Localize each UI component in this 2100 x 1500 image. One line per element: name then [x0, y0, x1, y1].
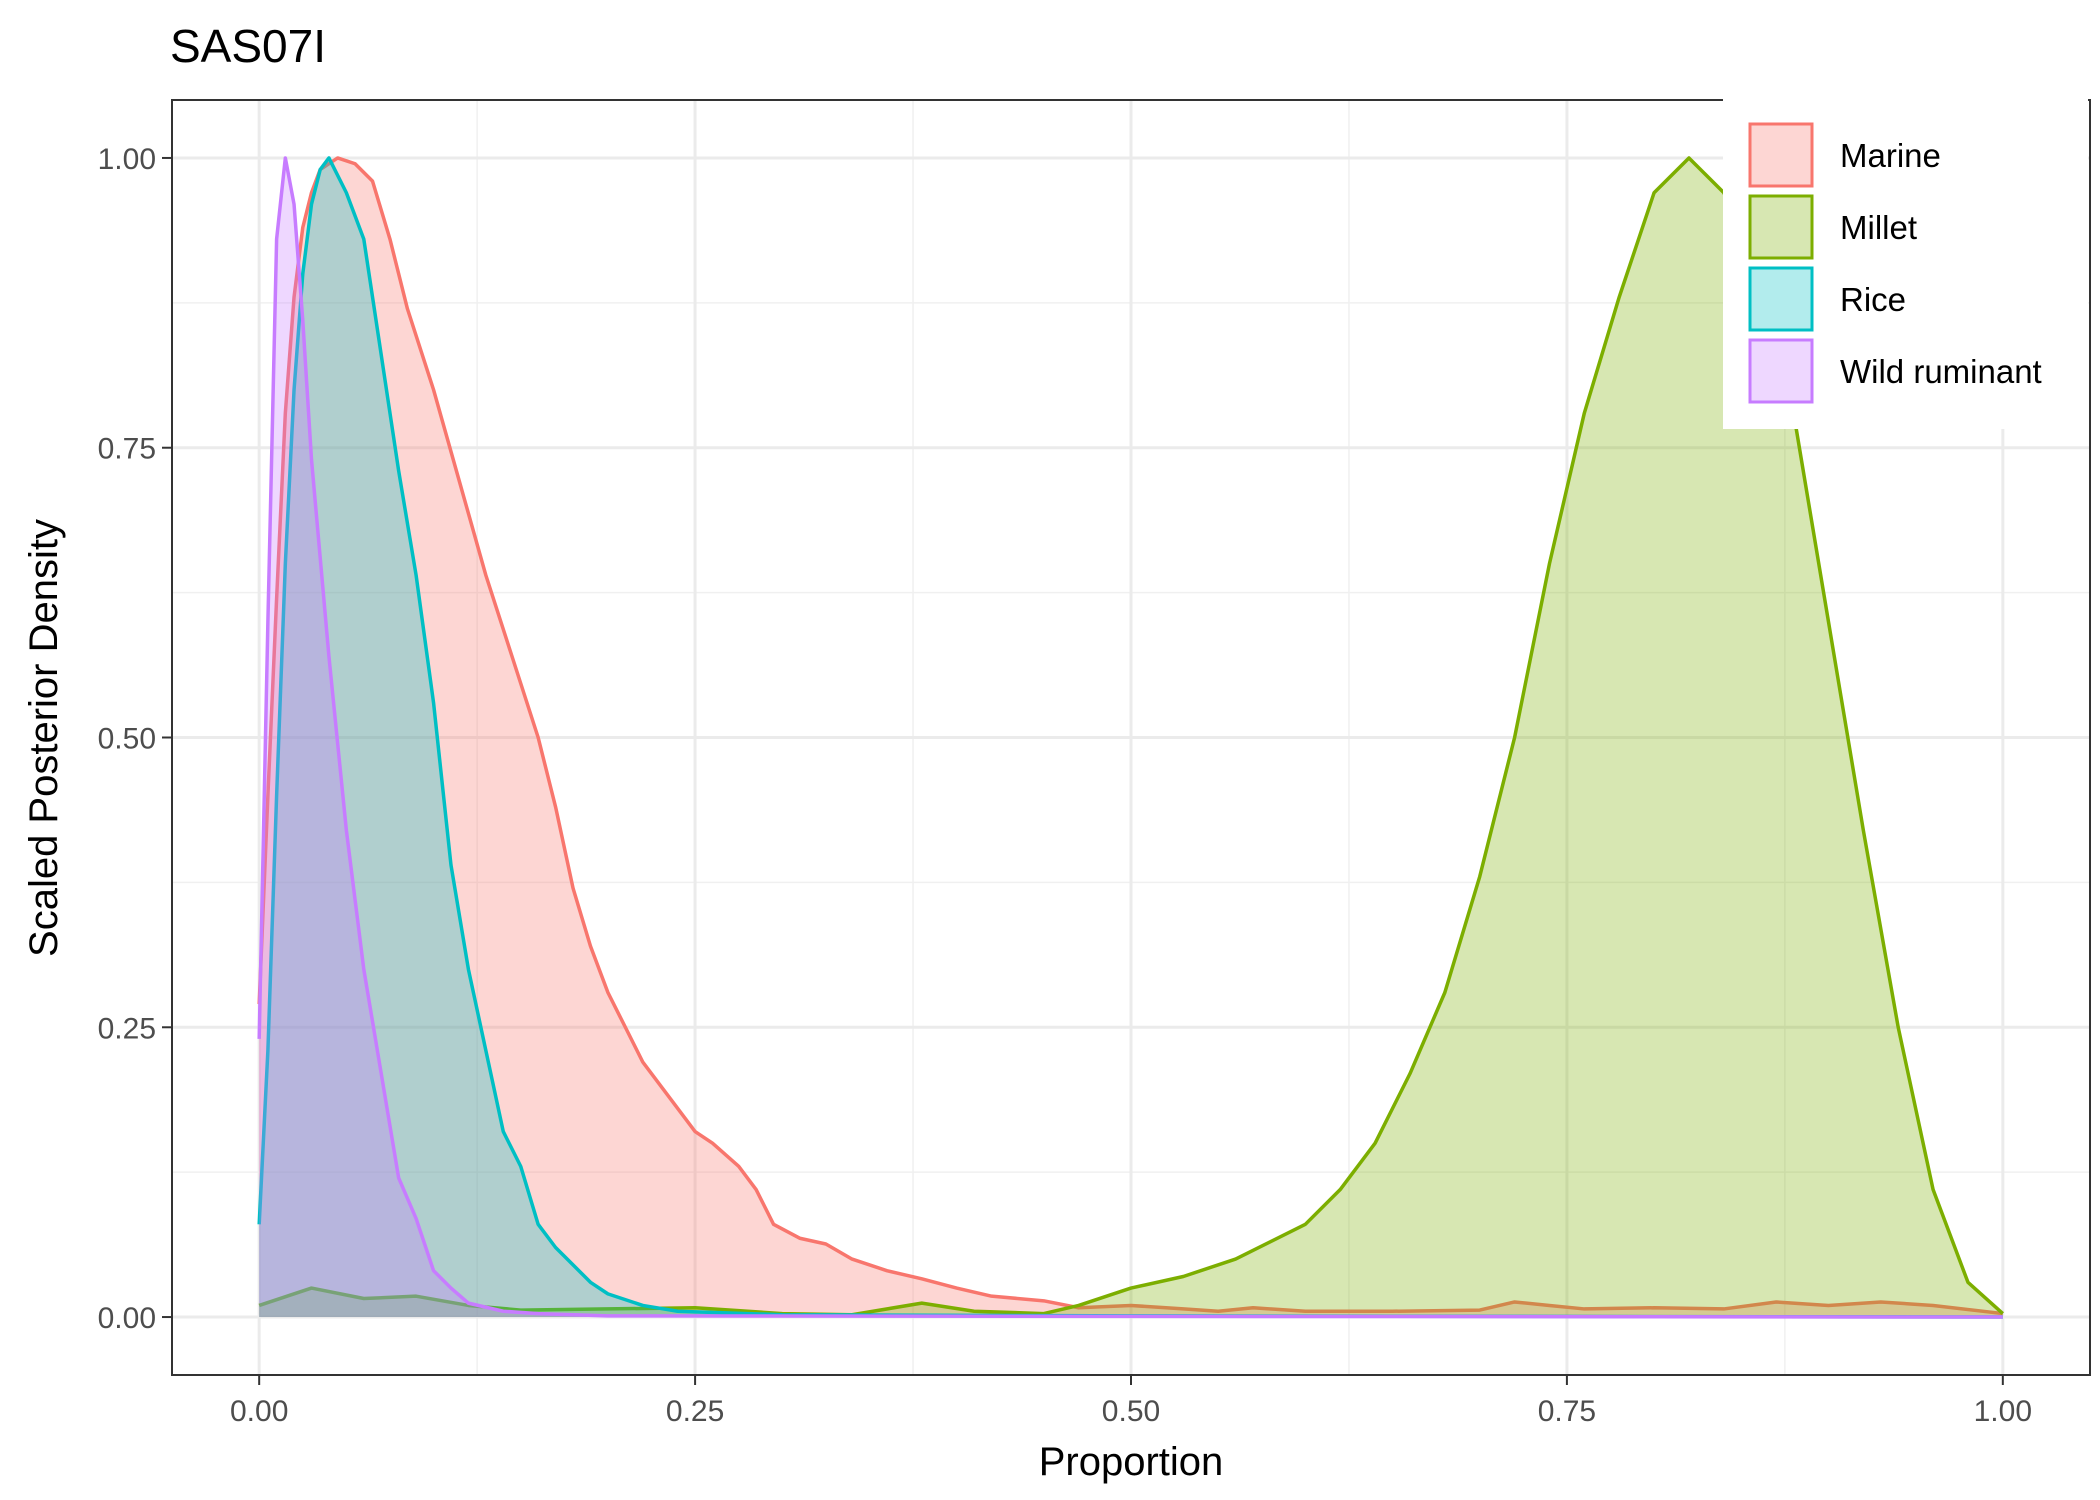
legend-key-wild-ruminant: [1748, 338, 1814, 404]
y-axis: 0.00 0.25 0.50 0.75 1.00: [98, 143, 172, 1335]
series-line-marine: [257, 156, 2004, 1316]
y-tick-label: 0.50: [98, 723, 156, 756]
series-area-marine: [259, 157, 2003, 1318]
y-tick-label: 0.75: [98, 433, 156, 466]
series-area-rice: [259, 157, 2003, 1318]
legend-label-marine: Marine: [1840, 137, 1941, 174]
legend-key-bg: [1749, 195, 1813, 259]
chart-title: SAS07I: [170, 20, 326, 72]
x-axis-title: Proportion: [1039, 1440, 1224, 1484]
legend-key-millet: [1748, 194, 1814, 260]
x-tick-label: 1.00: [1974, 1395, 2032, 1428]
series-line-wild-ruminant: [257, 156, 2003, 1319]
legend-label-millet: Millet: [1840, 209, 1917, 246]
legend-key-bg: [1749, 123, 1813, 187]
legend-key-rice: [1748, 266, 1814, 332]
x-tick-label: 0.00: [230, 1395, 288, 1428]
x-tick-label: 0.25: [666, 1395, 724, 1428]
series-area-millet: [259, 157, 2003, 1318]
legend-key-bg: [1749, 267, 1813, 331]
y-axis-title: Scaled Posterior Density: [22, 519, 66, 957]
legend: Marine Millet Rice Wild ruminant: [1723, 97, 2088, 429]
series-layer: [257, 156, 2004, 1319]
legend-key-marine: [1748, 122, 1814, 188]
y-tick-label: 0.00: [98, 1302, 156, 1335]
x-axis: 0.00 0.25 0.50 0.75 1.00: [230, 1375, 2032, 1428]
y-tick-label: 0.25: [98, 1012, 156, 1045]
x-tick-label: 0.50: [1102, 1395, 1160, 1428]
legend-key-bg: [1749, 339, 1813, 403]
legend-label-rice: Rice: [1840, 281, 1906, 318]
legend-label-wild-ruminant: Wild ruminant: [1840, 353, 2042, 390]
x-tick-label: 0.75: [1538, 1395, 1596, 1428]
y-tick-label: 1.00: [98, 143, 156, 176]
